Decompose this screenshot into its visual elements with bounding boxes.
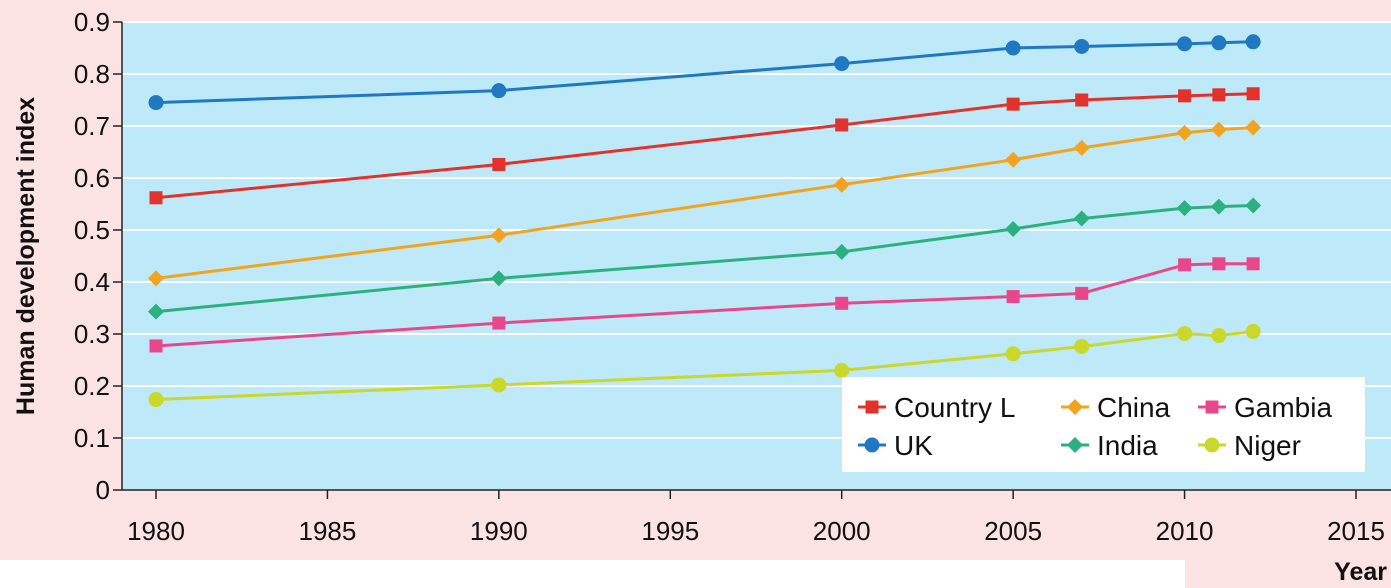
x-tick-label: 2000 (813, 516, 871, 546)
legend-marker-country-l (865, 400, 879, 414)
axes (113, 21, 1391, 499)
legend-box (842, 377, 1365, 472)
y-tick-label: 0.1 (74, 423, 110, 453)
data-point-country-l (492, 157, 506, 171)
legend-item-china: China (1061, 392, 1171, 423)
y-axis-label: Human development index (12, 97, 40, 415)
x-tick-label: 2015 (1327, 516, 1385, 546)
legend-marker-uk (864, 437, 880, 453)
legend-item-niger: Niger (1198, 430, 1301, 461)
data-point-gambia (835, 296, 849, 310)
data-point-niger (1211, 328, 1227, 344)
data-point-uk (1074, 38, 1090, 54)
series-gambia (149, 257, 1260, 353)
data-point-gambia (1178, 258, 1192, 272)
data-point-niger (834, 362, 850, 378)
legend-item-india: India (1061, 430, 1158, 461)
data-point-india (490, 270, 507, 287)
data-point-niger (491, 377, 507, 393)
legend-marker-india (1067, 437, 1083, 453)
legend-label-gambia: Gambia (1234, 392, 1332, 423)
data-point-uk (1005, 40, 1021, 56)
series-china (148, 119, 1262, 287)
y-tick-label: 0 (96, 475, 110, 505)
data-point-uk (491, 83, 507, 99)
data-point-china (1245, 119, 1262, 136)
data-point-india (1073, 210, 1090, 227)
data-point-country-l (149, 191, 163, 205)
legend-marker-gambia (1205, 400, 1219, 414)
data-point-india (1210, 198, 1227, 215)
data-point-china (1210, 121, 1227, 138)
tick-labels: 0 0.1 0.2 0.3 0.4 0.5 0.6 0.7 0.8 0.9 1980 1985 1990… (74, 7, 1385, 546)
data-point-country-l (1075, 93, 1089, 107)
series-india (148, 197, 1262, 320)
x-tick-label: 1980 (127, 516, 185, 546)
y-tick-label: 0.4 (74, 267, 110, 297)
data-point-niger (1005, 346, 1021, 362)
data-point-uk (834, 56, 850, 72)
data-point-china (1005, 151, 1022, 168)
data-point-country-l (1212, 88, 1226, 102)
x-tick-label: 2005 (984, 516, 1042, 546)
y-tick-label: 0.9 (74, 7, 110, 37)
data-point-country-l (1246, 87, 1260, 101)
data-point-niger (1177, 325, 1193, 341)
legend-marker-niger (1204, 437, 1220, 453)
data-point-niger (1245, 323, 1261, 339)
data-point-gambia (1075, 286, 1089, 300)
data-point-uk (148, 95, 164, 111)
y-tick-label: 0.8 (74, 59, 110, 89)
data-point-china (490, 227, 507, 244)
x-tick-label: 1995 (641, 516, 699, 546)
data-point-gambia (492, 316, 506, 330)
data-point-uk (1177, 36, 1193, 52)
legend-label-country-l: Country L (894, 392, 1015, 423)
data-point-china (1176, 124, 1193, 141)
data-point-gambia (1246, 257, 1260, 271)
data-point-uk (1211, 35, 1227, 51)
data-point-niger (148, 392, 164, 408)
data-point-country-l (1178, 89, 1192, 103)
y-tick-label: 0.2 (74, 371, 110, 401)
series-niger (148, 323, 1261, 408)
legend-label-niger: Niger (1234, 430, 1301, 461)
y-tick-label: 0.7 (74, 111, 110, 141)
series-layer (148, 34, 1262, 408)
data-point-india (833, 243, 850, 260)
x-tick-label: 1990 (470, 516, 528, 546)
x-axis-label: Year (1334, 558, 1387, 586)
x-tick-label: 1985 (299, 516, 357, 546)
data-point-gambia (149, 339, 163, 353)
series-country-l (149, 87, 1260, 205)
legend-item-country-l: Country L (858, 392, 1015, 423)
y-tick-label: 0.3 (74, 319, 110, 349)
data-point-india (1005, 220, 1022, 237)
data-point-niger (1074, 338, 1090, 354)
legend-label-india: India (1097, 430, 1158, 461)
x-tick-label: 2010 (1156, 516, 1214, 546)
data-point-country-l (1006, 97, 1020, 111)
data-point-uk (1245, 34, 1261, 50)
data-point-gambia (1212, 257, 1226, 271)
data-point-china (1073, 139, 1090, 156)
series-uk (148, 34, 1261, 111)
y-tick-label: 0.5 (74, 215, 110, 245)
legend-marker-china (1067, 399, 1083, 415)
data-point-china (833, 176, 850, 193)
legend-label-china: China (1097, 392, 1171, 423)
legend: Country L China Gambia UK India Niger (842, 377, 1365, 472)
data-point-country-l (835, 118, 849, 132)
page-background-corner (1185, 560, 1391, 588)
legend-item-uk: UK (858, 430, 933, 461)
data-point-gambia (1006, 290, 1020, 304)
y-tick-label: 0.6 (74, 163, 110, 193)
legend-label-uk: UK (894, 430, 933, 461)
data-point-india (148, 303, 164, 320)
data-point-india (1176, 200, 1193, 217)
data-point-china (148, 270, 164, 287)
data-point-india (1245, 197, 1262, 214)
legend-item-gambia: Gambia (1198, 392, 1332, 423)
